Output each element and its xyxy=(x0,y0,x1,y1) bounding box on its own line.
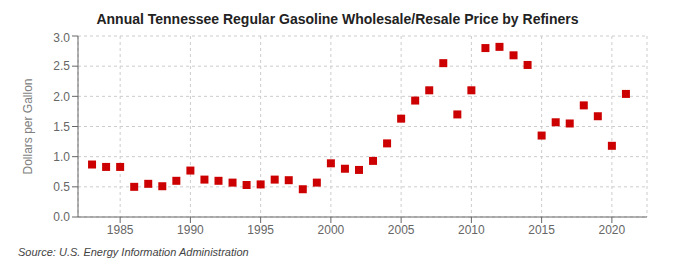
svg-text:2005: 2005 xyxy=(388,223,415,237)
svg-text:2.5: 2.5 xyxy=(53,59,70,73)
svg-text:Dollars per Gallon: Dollars per Gallon xyxy=(21,78,35,174)
svg-text:2000: 2000 xyxy=(318,223,345,237)
svg-text:1995: 1995 xyxy=(247,223,274,237)
svg-text:2.0: 2.0 xyxy=(53,90,70,104)
svg-text:0.5: 0.5 xyxy=(53,180,70,194)
svg-text:2020: 2020 xyxy=(599,223,626,237)
svg-text:1.5: 1.5 xyxy=(53,120,70,134)
svg-text:3.0: 3.0 xyxy=(53,31,70,45)
svg-text:0.0: 0.0 xyxy=(53,210,70,224)
svg-text:1.0: 1.0 xyxy=(53,150,70,164)
html-text:Source: U.S. Energy Informatio: Source: U.S. Energy Information Administ… xyxy=(18,246,249,258)
svg-text:1990: 1990 xyxy=(177,223,204,237)
svg-text:2015: 2015 xyxy=(528,223,555,237)
svg-text:1985: 1985 xyxy=(107,223,134,237)
svg-text:2010: 2010 xyxy=(458,223,485,237)
html-text:Annual Tennessee Regular Gasol: Annual Tennessee Regular Gasoline Wholes… xyxy=(96,11,579,27)
